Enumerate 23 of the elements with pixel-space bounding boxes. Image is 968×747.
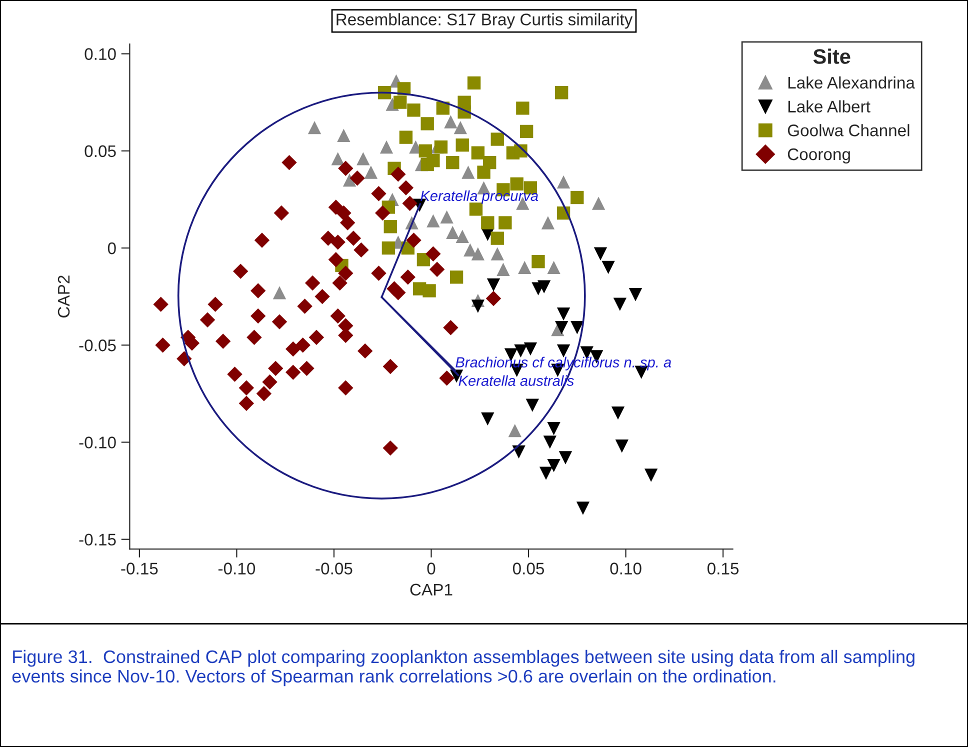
x-tick-label: 0.10 [610, 562, 642, 574]
y-tick-label: 0.10 [84, 48, 116, 60]
annotation: Keratella procurva [420, 190, 538, 204]
y-tick-label: -0.15 [79, 534, 116, 546]
legend-label: Lake Alexandrina [788, 76, 915, 89]
legend-label: Coorong [788, 148, 850, 164]
y-axis-title: CAP2 [58, 276, 70, 318]
x-axis-title: CAP1 [410, 584, 452, 596]
x-tick-label: -0.15 [121, 562, 158, 574]
legend-title: Site [813, 48, 850, 64]
y-tick-label: 0 [108, 242, 116, 254]
x-tick-label: -0.10 [218, 562, 256, 574]
caption: Figure 31. Constrained CAP plot comparing zooplankton assemblages between site using data from all sampling events since Nov-10. Vectors of Spearman rank correlations >0.6 are overlain on the ordination. [12, 650, 914, 686]
y-tick-label: 0.05 [84, 145, 116, 158]
x-tick-label: 0.05 [512, 562, 544, 574]
x-tick-label: -0.05 [316, 562, 352, 574]
y-tick-label: -0.10 [79, 436, 116, 448]
legend-label: Goolwa Channel [788, 124, 910, 136]
legend-label: Lake Albert [788, 100, 870, 112]
x-tick-label: 0.15 [707, 562, 739, 574]
x-tick-label: 0 [427, 562, 436, 574]
y-tick-label: -0.05 [79, 340, 116, 352]
chart-title: Resemblance: S17 Bray Curtis similarity [336, 13, 633, 29]
